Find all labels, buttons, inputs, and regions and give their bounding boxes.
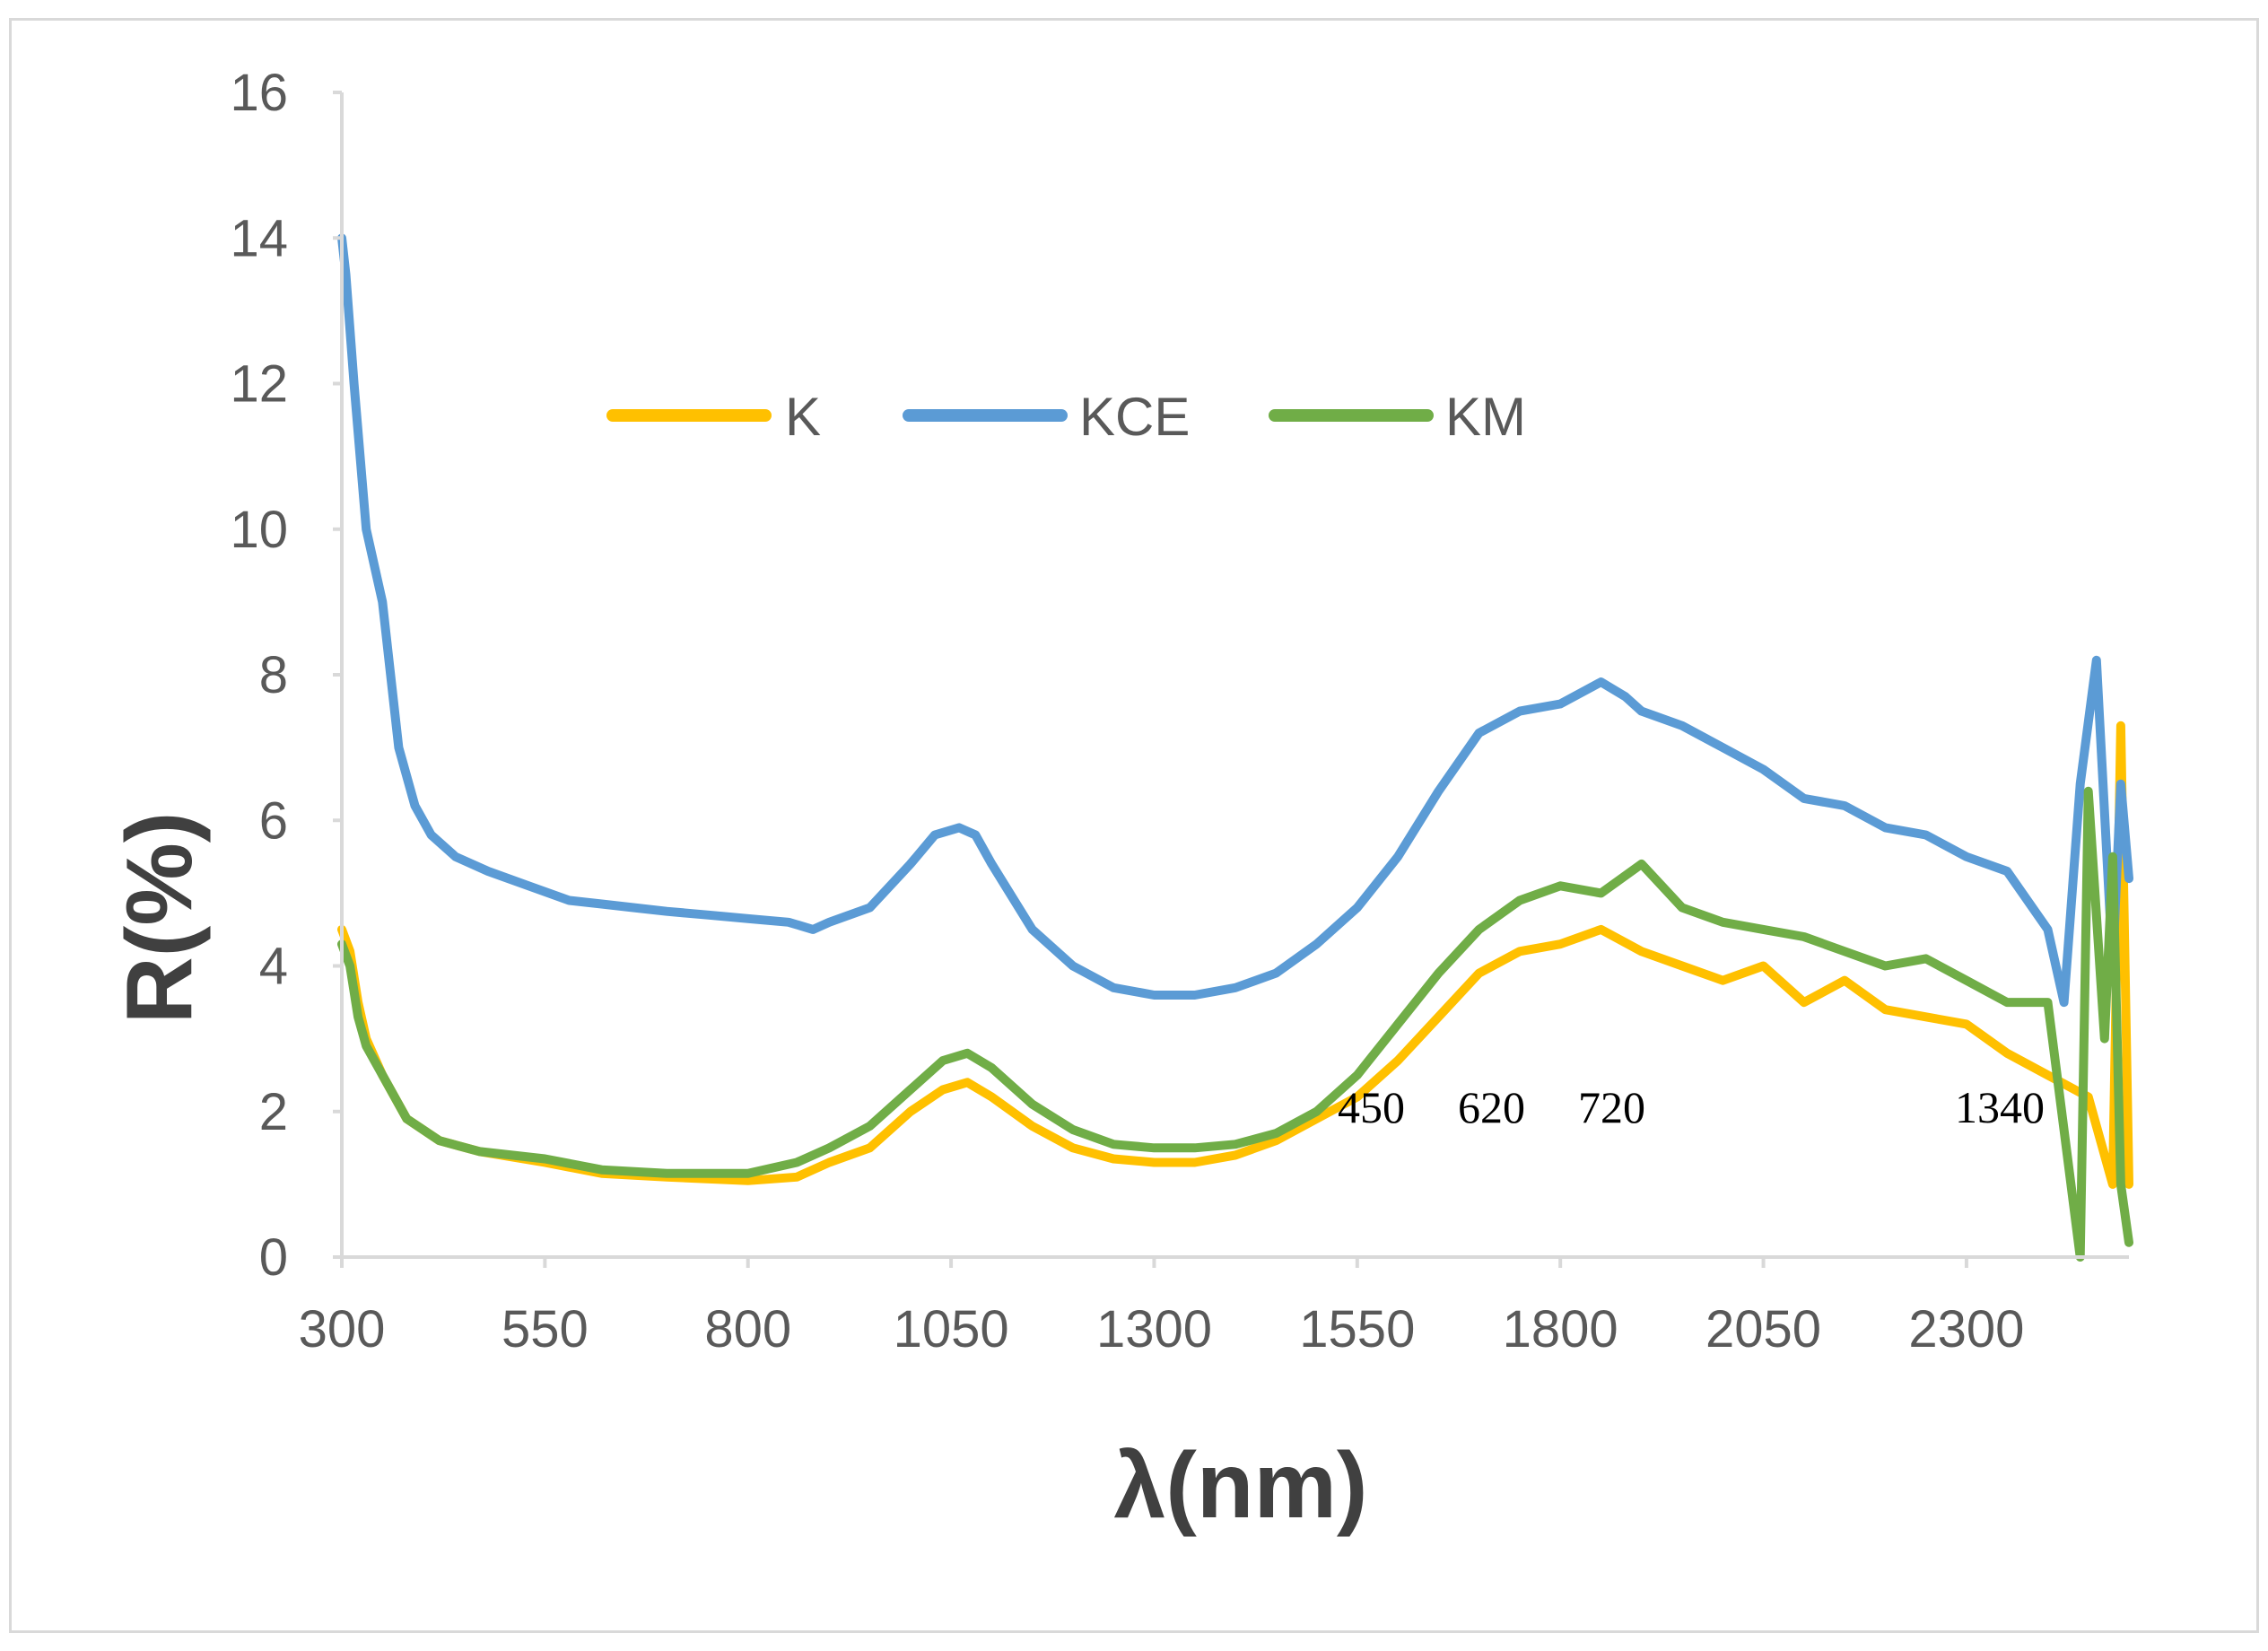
x-tick-label: 1300 <box>1096 1300 1212 1358</box>
annotation-720: 720 <box>1578 1082 1645 1132</box>
x-tick-label: 1550 <box>1299 1300 1415 1358</box>
series-group <box>337 233 2133 1262</box>
x-tick-label: 2050 <box>1705 1300 1821 1358</box>
y-tick-label: 2 <box>259 1083 288 1141</box>
series-line-kce <box>337 233 2133 1008</box>
y-tick-label: 4 <box>259 938 288 996</box>
x-axis-title: λ(nm) <box>1113 1434 1367 1538</box>
y-axis-title: R(%) <box>108 812 212 1025</box>
x-tick-label: 1800 <box>1503 1300 1618 1358</box>
series-line-km <box>337 786 2133 1262</box>
y-tick-label: 16 <box>230 64 288 122</box>
chart-frame: 0 2 4 6 8 10 12 14 16 300 550 800 1050 1300 1550 1800 2… <box>9 18 2259 1633</box>
y-tick-label: 12 <box>230 355 288 414</box>
y-tick-label: 14 <box>230 209 288 267</box>
annotation-1340: 1340 <box>1955 1082 2045 1132</box>
y-tick-label: 6 <box>259 791 288 850</box>
x-tick-label: 800 <box>704 1300 791 1358</box>
x-tick-label: 1050 <box>894 1300 1009 1358</box>
y-tick-label: 10 <box>230 501 288 559</box>
legend-label-km: KM <box>1445 387 1526 447</box>
y-tick-label: 0 <box>259 1228 288 1287</box>
legend-label-kce: KCE <box>1079 387 1190 447</box>
chart-svg: 0 2 4 6 8 10 12 14 16 300 550 800 1050 1300 1550 1800 2… <box>108 64 2133 1538</box>
legend: K KCE KM <box>606 387 1526 447</box>
y-tick-group: 0 2 4 6 8 10 12 14 16 <box>230 64 342 1287</box>
y-tick-label: 8 <box>259 646 288 704</box>
legend-label-k: K <box>785 387 821 447</box>
annotation-450: 450 <box>1338 1082 1405 1132</box>
x-tick-group: 300 550 800 1050 1300 1550 1800 2050 2300 <box>299 1257 2024 1358</box>
annotation-620: 620 <box>1458 1082 1525 1132</box>
x-tick-label: 2300 <box>1908 1300 2024 1358</box>
x-tick-label: 300 <box>299 1300 386 1358</box>
x-tick-label: 550 <box>502 1300 589 1358</box>
annotations: 450 620 720 1340 <box>1338 1082 2045 1132</box>
